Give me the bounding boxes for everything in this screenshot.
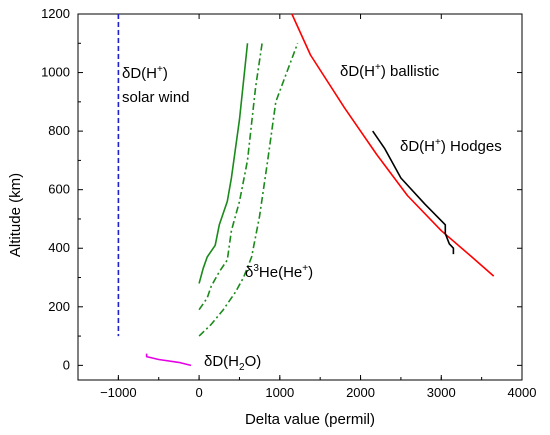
series-line-hodges (372, 130, 455, 255)
annotation-solar-wind: δD(H+) (122, 64, 168, 82)
labels-layer: δD(H+) solar wind δD(H+) ballistic δD(H+) H… (122, 62, 502, 373)
annotation-h2o: δD(H2O) (204, 353, 261, 373)
series-line-he3_b (198, 43, 263, 311)
y-axis-title: Altitude (km) (7, 173, 24, 257)
x-tick-label: 1000 (265, 385, 294, 400)
annotation-ballistic: δD(H+) ballistic (340, 62, 440, 80)
series-line-ballistic (291, 13, 495, 277)
plot-frame (77, 13, 523, 381)
axes: −1000 0 1000 2000 3000 4000 0 200 400 600 800 1000 1… (41, 6, 536, 400)
series-layer (117, 13, 495, 367)
series-line-he3_c (198, 43, 299, 337)
x-tick-label: −1000 (100, 385, 137, 400)
x-tick-label: 0 (195, 385, 202, 400)
series-line-he3_a (198, 43, 249, 284)
x-tick-label: 4000 (508, 385, 537, 400)
annotation-hodges: δD(H+) Hodges (400, 137, 502, 155)
y-tick-label: 200 (48, 299, 70, 314)
y-tick-label: 800 (48, 123, 70, 138)
y-tick-label: 0 (63, 357, 70, 372)
y-tick-label: 1000 (41, 65, 70, 80)
y-tick-label: 400 (48, 240, 70, 255)
x-axis-title: Delta value (permil) (245, 411, 375, 428)
annotation-solar-wind-line2: solar wind (122, 89, 190, 106)
x-tick-label: 2000 (346, 385, 375, 400)
x-tick-label: 3000 (427, 385, 456, 400)
series-line-h2o (145, 353, 192, 367)
y-tick-label: 600 (48, 182, 70, 197)
annotation-he3: δ3He(He+) (245, 263, 313, 281)
y-tick-label: 1200 (41, 6, 70, 21)
